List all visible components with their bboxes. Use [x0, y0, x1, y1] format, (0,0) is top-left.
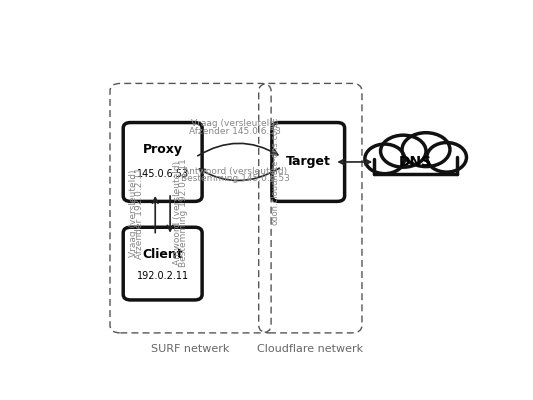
Ellipse shape [381, 135, 426, 167]
Text: Bestemming 145.0.6.53: Bestemming 145.0.6.53 [181, 174, 289, 183]
Text: 192.0.2.11: 192.0.2.11 [136, 271, 189, 281]
Ellipse shape [375, 155, 456, 175]
Text: Antwoord (versleuteld): Antwoord (versleuteld) [183, 167, 287, 176]
Text: Client: Client [142, 248, 183, 261]
Text: 145.0.6.53: 145.0.6.53 [136, 169, 189, 179]
FancyBboxPatch shape [123, 227, 202, 300]
Ellipse shape [402, 133, 450, 166]
Text: SURF netwerk: SURF netwerk [151, 344, 230, 354]
Ellipse shape [365, 144, 405, 174]
Text: Vraag (versleuteld): Vraag (versleuteld) [130, 169, 139, 256]
Text: Cloudflare netwerk: Cloudflare netwerk [257, 344, 364, 354]
Text: Afzender 192.0.2.11: Afzender 192.0.2.11 [135, 167, 144, 259]
FancyBboxPatch shape [123, 122, 202, 201]
FancyBboxPatch shape [272, 122, 345, 201]
Text: Vraag (versleuteld): Vraag (versleuteld) [191, 119, 279, 128]
Ellipse shape [427, 142, 466, 172]
Text: Bestemming 192.0.2.11: Bestemming 192.0.2.11 [179, 158, 188, 267]
Text: DNS: DNS [399, 155, 432, 169]
Ellipse shape [374, 153, 457, 177]
Text: odoh.cloudflare-dns.com: odoh.cloudflare-dns.com [270, 121, 279, 225]
Text: Antwoord (versleuteld): Antwoord (versleuteld) [173, 161, 182, 265]
Text: Proxy: Proxy [143, 143, 183, 156]
Text: Target: Target [286, 156, 330, 168]
Text: Afzender 145.0.6.53: Afzender 145.0.6.53 [189, 127, 281, 136]
